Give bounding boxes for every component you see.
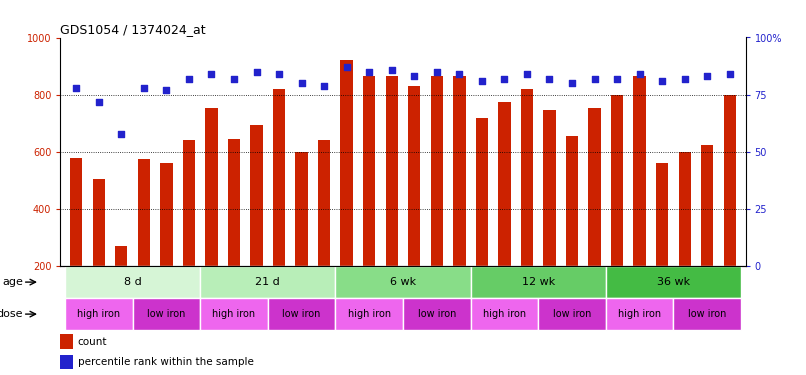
Point (566, 80, 579, 86)
Bar (335, 298, 403, 330)
Text: high iron: high iron (483, 309, 526, 319)
Point (363, 69, 376, 75)
Point (453, 71, 466, 77)
Bar (160, 163, 172, 266)
Point (521, 71, 534, 77)
Bar (724, 94, 736, 266)
Bar (65, 266, 200, 298)
Text: GDS1054 / 1374024_at: GDS1054 / 1374024_at (60, 23, 206, 36)
Bar (183, 140, 195, 266)
Text: high iron: high iron (77, 309, 120, 319)
Bar (634, 76, 646, 266)
Bar (471, 266, 606, 298)
Bar (566, 136, 578, 266)
Bar (430, 76, 443, 266)
Bar (674, 298, 741, 330)
Point (340, 64, 353, 70)
Point (588, 76, 601, 82)
Point (634, 71, 646, 77)
Text: dose: dose (0, 309, 23, 319)
Bar (200, 298, 268, 330)
Bar (318, 140, 330, 266)
Bar (543, 110, 555, 266)
Bar (93, 179, 105, 266)
Text: low iron: low iron (688, 309, 726, 319)
Bar (498, 102, 511, 266)
Bar (476, 117, 488, 266)
Text: 6 wk: 6 wk (390, 277, 416, 287)
Bar (453, 76, 466, 266)
Bar (385, 76, 398, 266)
Bar (60, 355, 73, 369)
Point (137, 85, 150, 91)
Point (250, 69, 263, 75)
Point (723, 71, 736, 77)
Point (272, 71, 285, 77)
Point (70, 85, 83, 91)
Bar (679, 152, 691, 266)
Bar (70, 158, 82, 266)
Bar (606, 298, 674, 330)
Point (227, 76, 240, 82)
Bar (403, 298, 471, 330)
Text: high iron: high iron (213, 309, 256, 319)
Point (408, 74, 421, 80)
Text: 12 wk: 12 wk (521, 277, 555, 287)
Text: high iron: high iron (618, 309, 661, 319)
Text: low iron: low iron (147, 309, 185, 319)
Text: 21 d: 21 d (256, 277, 280, 287)
Point (543, 76, 556, 82)
Point (700, 74, 713, 80)
Point (182, 76, 195, 82)
Bar (611, 94, 623, 266)
Point (93, 99, 106, 105)
Bar (656, 163, 668, 266)
Point (205, 71, 218, 77)
Bar (335, 266, 471, 298)
Text: 36 wk: 36 wk (657, 277, 690, 287)
Text: 8 d: 8 d (123, 277, 141, 287)
Bar (521, 89, 533, 266)
Text: high iron: high iron (347, 309, 391, 319)
Bar (340, 60, 353, 266)
Text: low iron: low iron (418, 309, 456, 319)
Bar (471, 298, 538, 330)
Text: low iron: low iron (282, 309, 321, 319)
Point (430, 69, 443, 75)
Bar (538, 298, 606, 330)
Bar (295, 152, 308, 266)
Point (295, 80, 308, 86)
Bar (268, 298, 335, 330)
Bar (701, 145, 713, 266)
Bar (60, 334, 73, 349)
Bar (228, 139, 240, 266)
Point (656, 78, 669, 84)
Bar (606, 266, 741, 298)
Text: percentile rank within the sample: percentile rank within the sample (77, 357, 253, 367)
Point (160, 87, 172, 93)
Bar (115, 246, 127, 266)
Bar (251, 124, 263, 266)
Point (679, 76, 692, 82)
Bar (65, 298, 132, 330)
Bar (138, 159, 150, 266)
Bar (588, 108, 600, 266)
Bar (363, 76, 376, 266)
Bar (408, 86, 421, 266)
Bar (206, 108, 218, 266)
Point (611, 76, 624, 82)
Text: age: age (2, 277, 23, 287)
Text: low iron: low iron (553, 309, 592, 319)
Point (476, 78, 488, 84)
Bar (273, 89, 285, 266)
Point (498, 76, 511, 82)
Bar (200, 266, 335, 298)
Point (318, 82, 330, 88)
Point (385, 66, 398, 72)
Point (114, 130, 127, 136)
Bar (132, 298, 200, 330)
Text: count: count (77, 337, 107, 346)
